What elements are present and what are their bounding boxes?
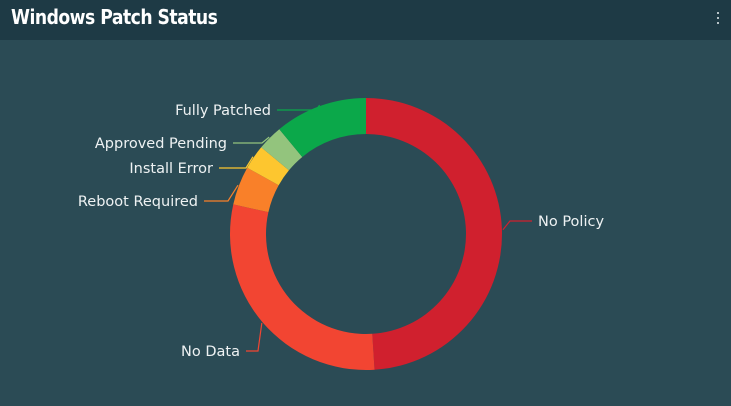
slice-no-policy[interactable]: [366, 98, 502, 370]
leader-line: [233, 136, 270, 144]
widget-title: Windows Patch Status: [11, 5, 218, 29]
slice-fully-patched[interactable]: [279, 98, 366, 157]
slice-label: No Data: [181, 344, 240, 360]
slice-label: No Policy: [538, 214, 604, 230]
donut-chart: No Policy No Data Reboot Required Install E…: [78, 98, 604, 370]
slice-label: Approved Pending: [95, 136, 227, 152]
slice-label: Fully Patched: [175, 103, 271, 119]
more-vertical-icon[interactable]: [711, 8, 725, 28]
widget-header: Windows Patch Status: [0, 0, 731, 40]
leader-line: [277, 104, 321, 111]
slice-install-error[interactable]: [247, 147, 289, 186]
slice-label: Install Error: [129, 161, 213, 177]
leader-line: [219, 156, 254, 169]
slice-no-data[interactable]: [229, 204, 375, 370]
leader-line: [204, 184, 239, 202]
slice-label: Reboot Required: [78, 194, 198, 210]
slice-reboot-required[interactable]: [233, 167, 279, 213]
slice-approved-pending[interactable]: [261, 129, 303, 171]
leader-line: [502, 220, 532, 231]
leader-line: [246, 322, 263, 352]
